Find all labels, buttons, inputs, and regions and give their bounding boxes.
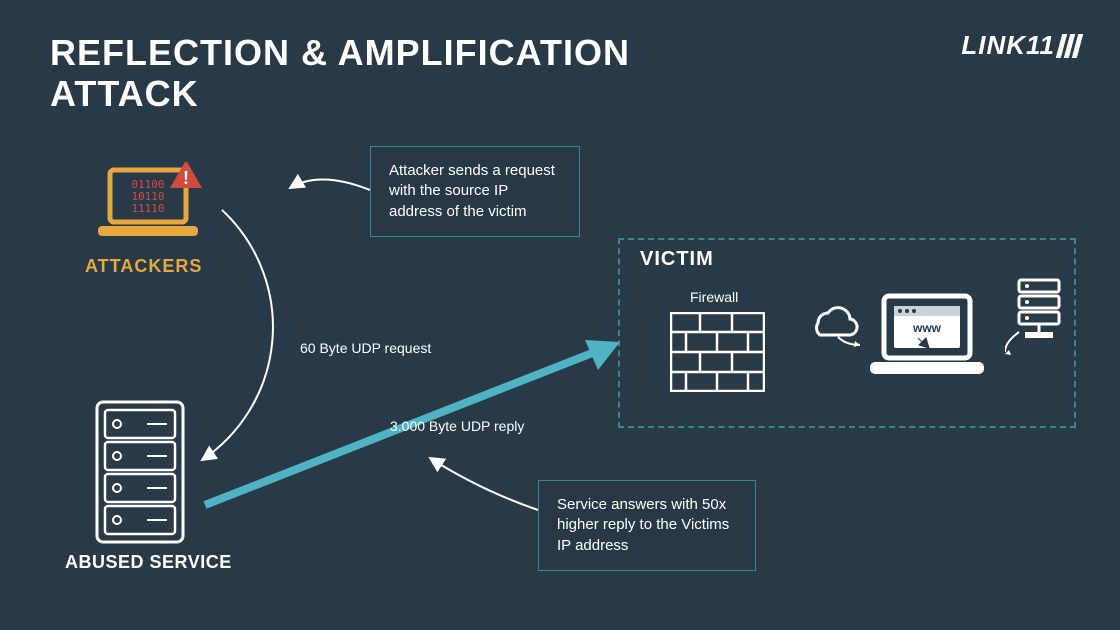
svg-text:11110: 11110 [131,202,164,215]
title-line2: ATTACK [50,73,199,114]
callout-service-reply: Service answers with 50x higher reply to… [538,480,756,571]
attacker-laptop-icon: 01100 10110 11110 ! [98,162,208,252]
firewall-label: Firewall [690,289,738,305]
callout-attacker-request: Attacker sends a request with the source… [370,146,580,237]
udp-reply-label: 3.000 Byte UDP reply [390,418,524,434]
page-title: REFLECTION & AMPLIFICATION ATTACK [50,32,630,115]
server-icon [95,400,185,545]
firewall-icon [670,312,765,392]
cloud-icon [800,293,860,353]
victim-laptop-icon: www [870,290,990,390]
brand-logo: LINK11 [961,30,1080,61]
title-line1: REFLECTION & AMPLIFICATION [50,32,630,73]
logo-text: LINK11 [961,30,1055,61]
abused-service-label: ABUSED SERVICE [65,552,232,573]
udp-request-label: 60 Byte UDP request [300,340,431,356]
svg-text:www: www [912,321,942,335]
logo-bars-icon [1059,34,1080,58]
svg-text:!: ! [183,168,189,188]
attackers-label: ATTACKERS [85,256,202,277]
server-stack-icon [1005,278,1065,358]
victim-label: VICTIM [640,248,714,271]
